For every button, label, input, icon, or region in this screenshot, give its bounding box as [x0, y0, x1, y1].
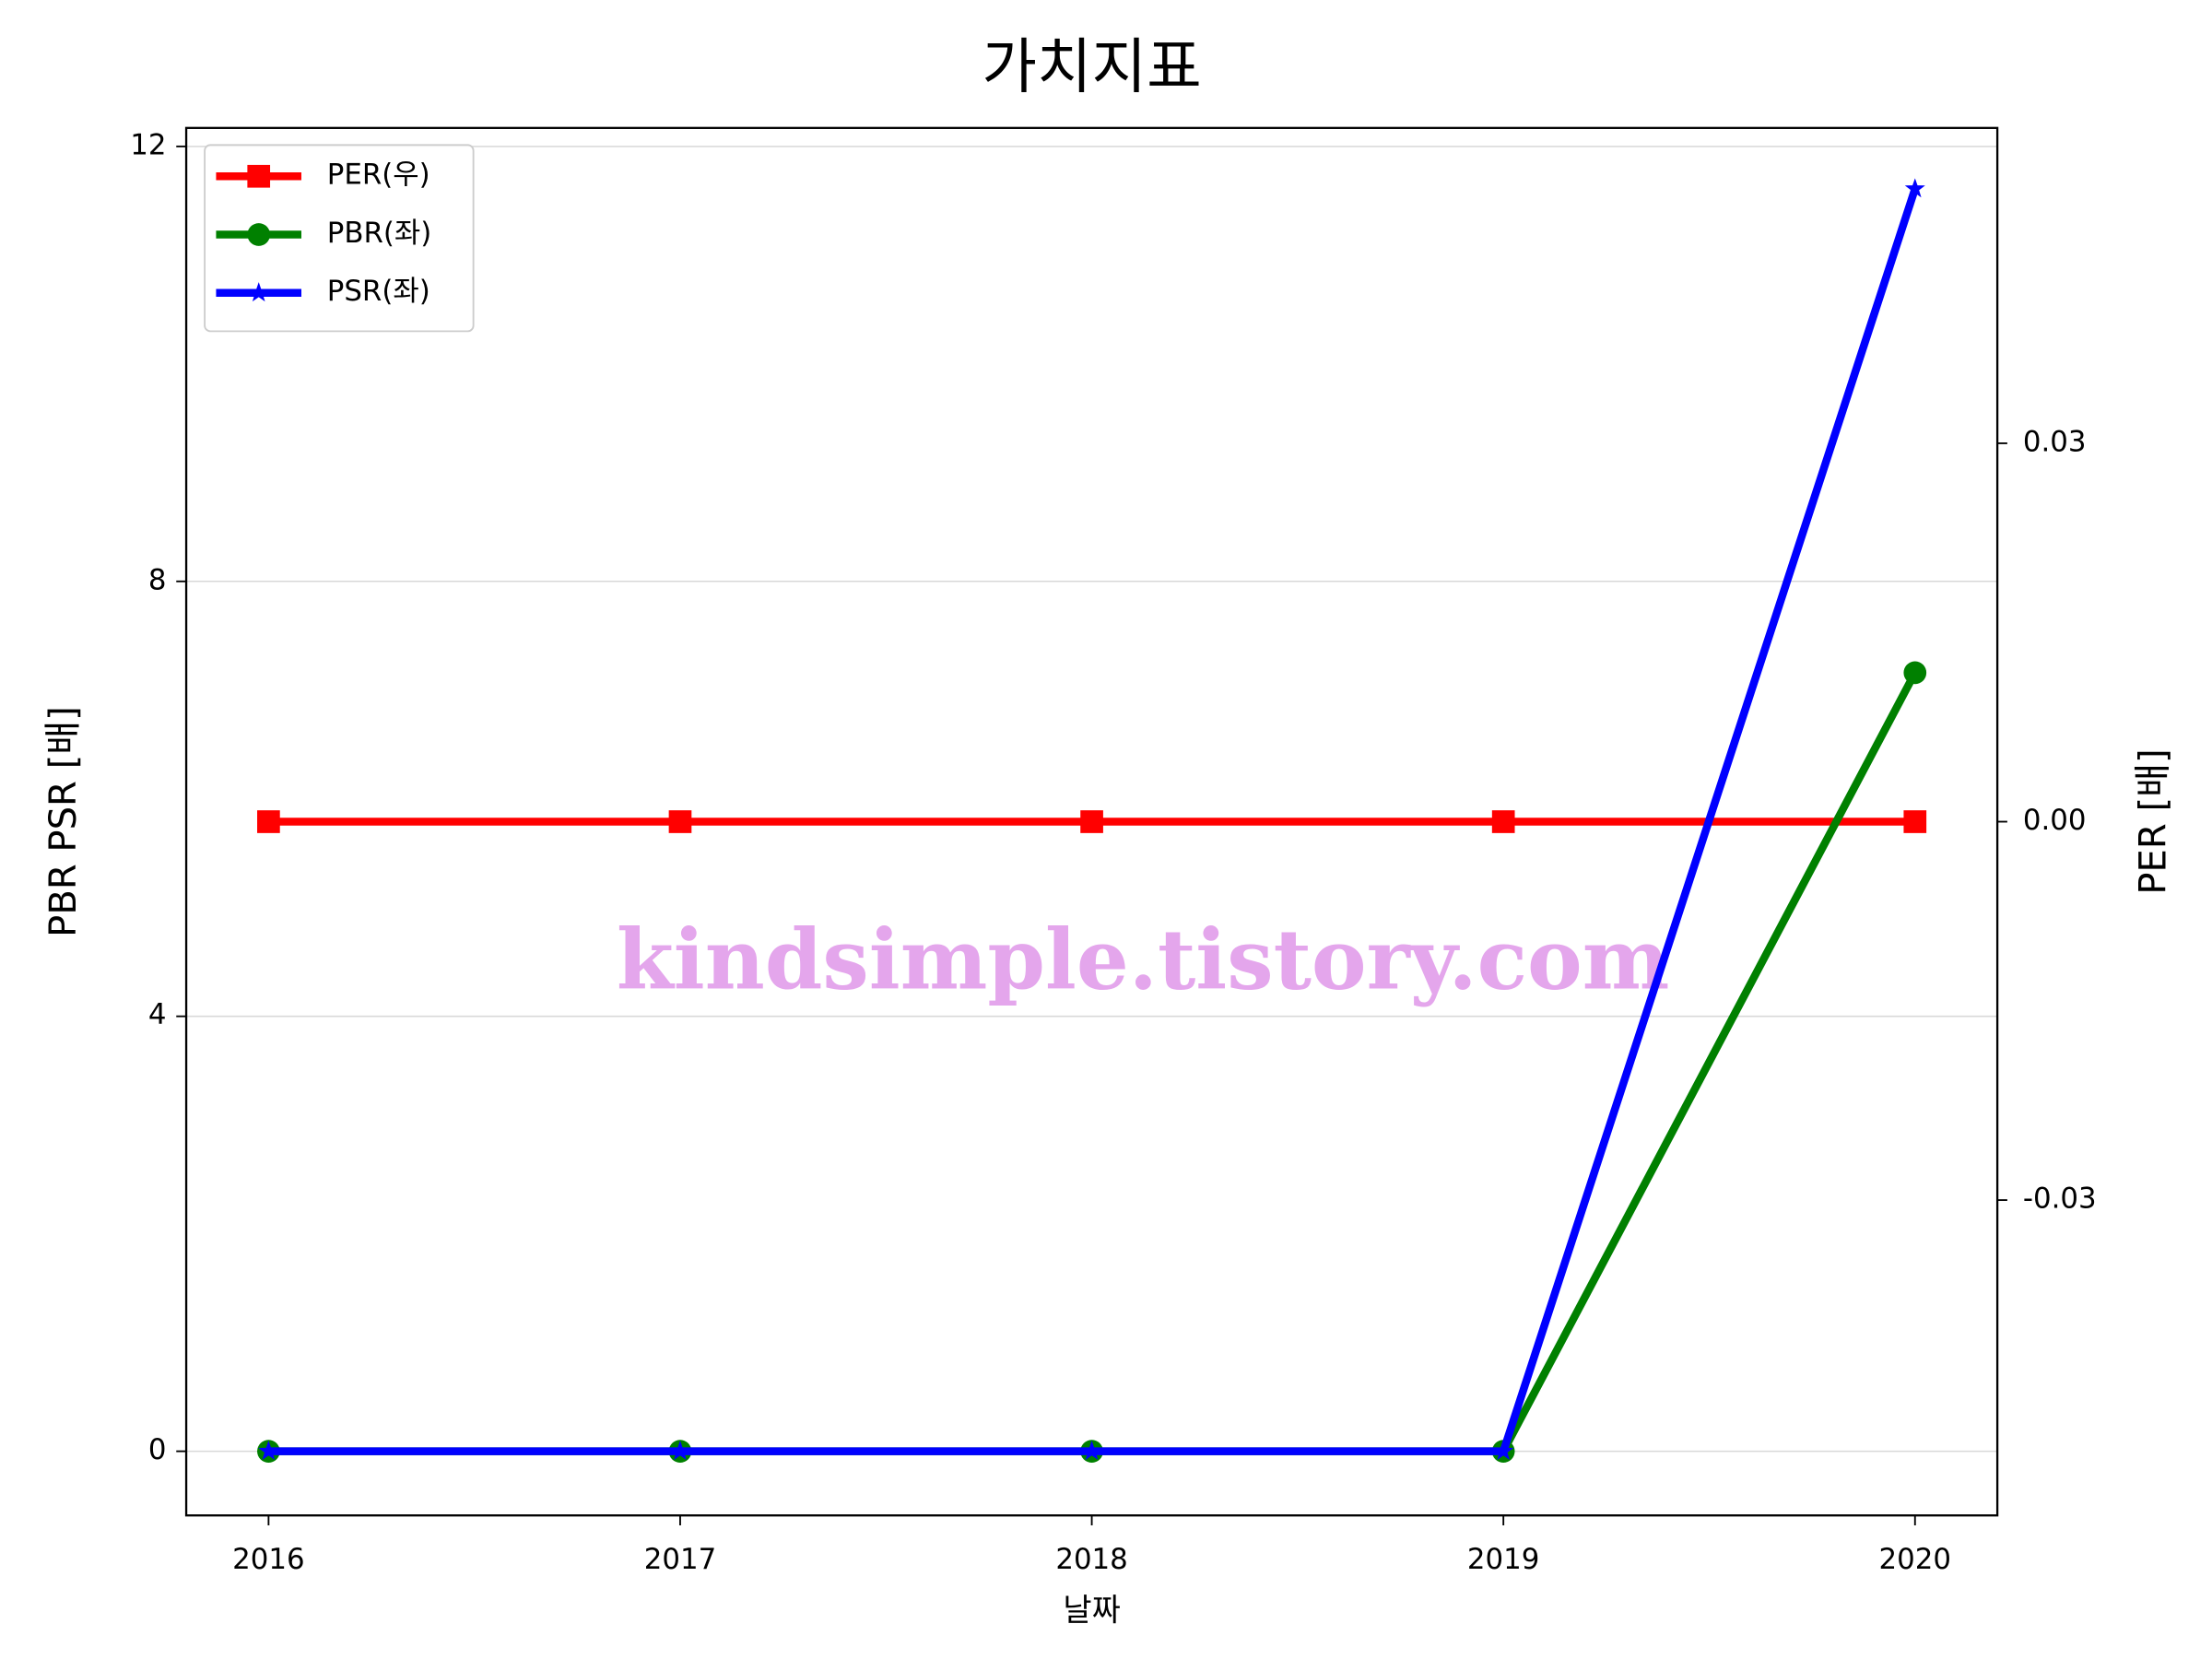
marker	[1491, 810, 1515, 833]
marker	[1080, 810, 1103, 833]
y-tick-label: 12	[130, 128, 166, 161]
x-tick-label: 2019	[1467, 1543, 1539, 1576]
y2-tick-label: 0.03	[2023, 425, 2087, 458]
marker	[668, 810, 692, 833]
line	[268, 670, 1919, 1455]
y-tick-label: 8	[148, 563, 167, 596]
marker	[1081, 1441, 1102, 1460]
legend: PER(우) PBR(좌) PSR(좌)	[204, 144, 475, 333]
y2-tick-label: 0.00	[2023, 804, 2087, 837]
y-tick-label: 0	[148, 1433, 167, 1466]
plot-frame	[184, 126, 1999, 1517]
x-tick-label: 2020	[1879, 1543, 1951, 1576]
marker	[669, 1441, 690, 1460]
marker	[257, 810, 280, 833]
y2-tick-label: -0.03	[2023, 1182, 2097, 1216]
marker	[247, 164, 271, 188]
legend-label: PBR(좌)	[327, 217, 432, 250]
marker	[1904, 178, 1925, 198]
x-tick-label: 2017	[644, 1543, 716, 1576]
x-tick-label: 2016	[232, 1543, 304, 1576]
marker	[1903, 810, 1927, 833]
y-tick-label: 4	[148, 998, 167, 1031]
legend-box	[204, 144, 475, 333]
marker	[258, 1441, 279, 1460]
y-axis-label: PBR PSR [배]	[42, 706, 85, 937]
y2-axis-label: PER [배]	[2132, 748, 2174, 894]
legend-label: PSR(좌)	[327, 275, 430, 308]
marker	[1903, 661, 1927, 685]
marker	[247, 223, 271, 246]
watermark: kindsimple.tistory.com	[617, 912, 1670, 1008]
marker	[248, 282, 269, 302]
chart-title: 가치지표	[982, 33, 1201, 102]
x-axis-label: 날짜	[1063, 1594, 1120, 1630]
legend-label: PER(우)	[327, 159, 430, 192]
marker	[1493, 1441, 1514, 1460]
x-tick-label: 2018	[1055, 1543, 1127, 1576]
